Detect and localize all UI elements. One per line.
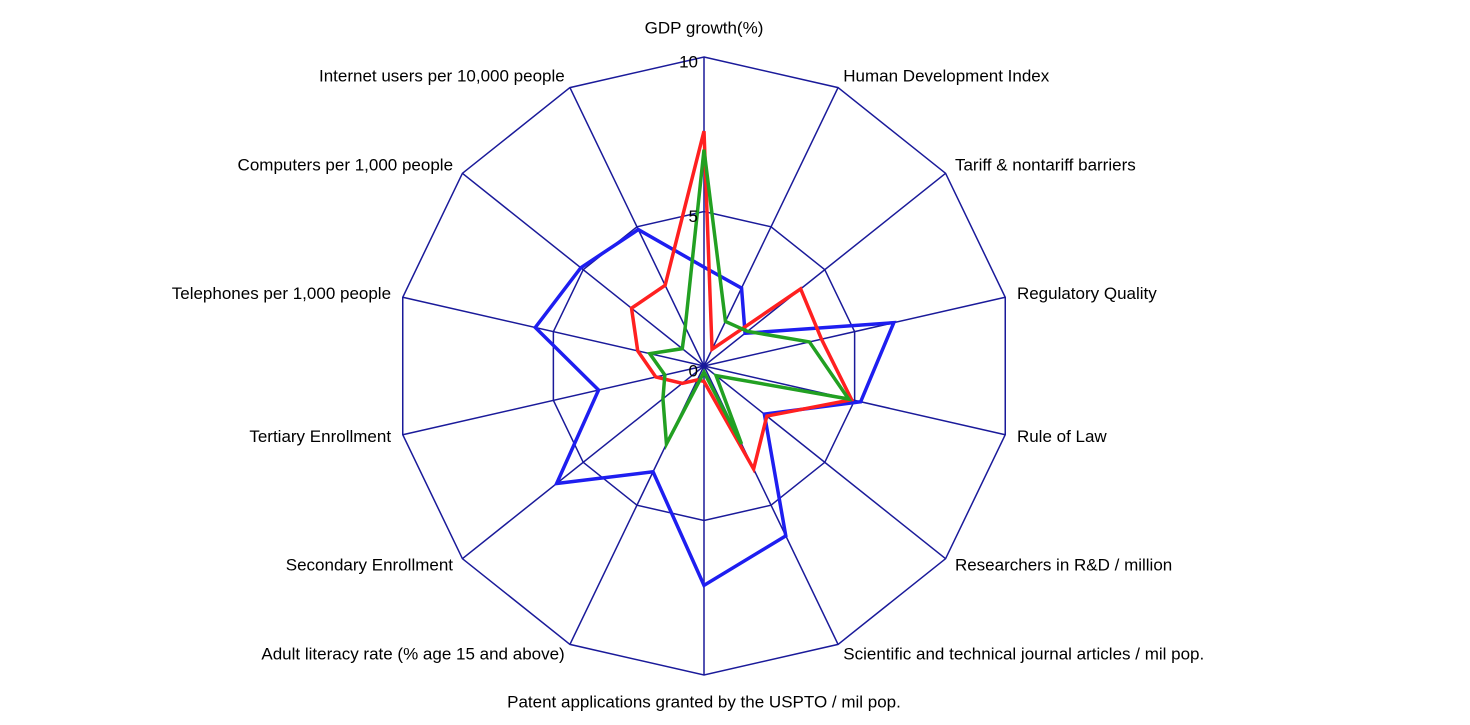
spoke (703, 87, 839, 367)
series-line (532, 227, 897, 588)
axis-label: Regulatory Quality (1017, 284, 1157, 303)
spoke (402, 365, 705, 436)
series-line (629, 130, 855, 474)
axis-label: Tariff & nontariff barriers (955, 155, 1136, 174)
axis-label: Human Development Index (843, 66, 1050, 85)
spoke (703, 365, 947, 560)
axis-label: Scientific and technical journal article… (843, 645, 1204, 664)
spoke (703, 172, 947, 367)
series-line (646, 149, 853, 451)
spoke (569, 87, 705, 367)
axis-label: Patent applications granted by the USPTO… (507, 692, 901, 711)
axis-label: Tertiary Enrollment (249, 427, 391, 446)
axis-label: Adult literacy rate (% age 15 and above) (261, 645, 564, 664)
spoke (461, 365, 705, 560)
axis-label: GDP growth(%) (645, 18, 764, 37)
spoke (703, 365, 1006, 436)
tick-label: 5 (689, 207, 698, 226)
spoke (703, 296, 1006, 367)
axis-label: Researchers in R&D / million (955, 556, 1172, 575)
axis-label: Telephones per 1,000 people (172, 284, 391, 303)
axis-label: Computers per 1,000 people (238, 155, 453, 174)
axis-label: Secondary Enrollment (286, 556, 454, 575)
axis-label: Rule of Law (1017, 427, 1107, 446)
tick-label: 10 (679, 52, 698, 71)
spoke (461, 172, 705, 367)
tick-label: 0 (689, 361, 698, 380)
axis-label: Internet users per 10,000 people (319, 66, 565, 85)
